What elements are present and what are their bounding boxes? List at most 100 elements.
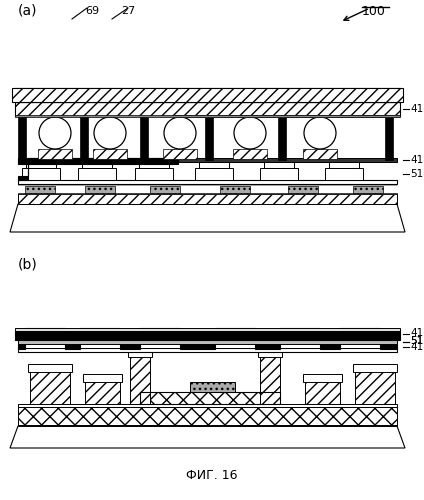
Bar xyxy=(260,354,280,404)
Bar xyxy=(12,88,403,102)
Bar xyxy=(30,368,70,404)
Bar xyxy=(18,184,397,186)
Bar xyxy=(329,162,359,168)
Bar xyxy=(175,115,400,118)
Bar xyxy=(85,186,115,192)
Text: 51a: 51a xyxy=(410,169,424,179)
Circle shape xyxy=(164,117,196,149)
Bar xyxy=(15,330,400,340)
Bar xyxy=(258,350,282,356)
Bar xyxy=(25,338,65,347)
Bar xyxy=(140,392,280,404)
Bar xyxy=(26,162,56,168)
Text: 100: 100 xyxy=(362,5,386,18)
Bar xyxy=(18,406,397,424)
Bar xyxy=(353,186,383,192)
Bar xyxy=(280,332,320,347)
Bar xyxy=(190,382,235,392)
Text: 51a: 51a xyxy=(410,336,424,346)
Bar xyxy=(340,338,380,347)
Text: 41c: 41c xyxy=(410,328,424,338)
Polygon shape xyxy=(18,158,175,180)
Text: 51: 51 xyxy=(410,336,423,346)
Polygon shape xyxy=(10,426,405,448)
Bar xyxy=(15,328,400,330)
Bar xyxy=(150,186,180,192)
Circle shape xyxy=(304,117,336,149)
Bar xyxy=(199,162,229,168)
Bar xyxy=(340,332,380,347)
Bar xyxy=(385,112,393,160)
Bar xyxy=(355,368,395,404)
Polygon shape xyxy=(10,204,405,232)
Text: (b): (b) xyxy=(18,257,38,271)
Bar xyxy=(284,332,316,338)
Circle shape xyxy=(234,117,266,149)
Bar xyxy=(78,168,116,180)
Text: (a): (a) xyxy=(18,4,37,18)
Circle shape xyxy=(39,117,71,149)
Bar xyxy=(233,149,267,159)
Bar xyxy=(18,180,397,184)
Bar xyxy=(264,162,294,168)
Bar xyxy=(80,338,120,347)
Circle shape xyxy=(94,117,126,149)
Bar xyxy=(130,354,150,404)
Bar xyxy=(29,332,61,338)
Bar xyxy=(135,168,173,180)
Bar xyxy=(18,202,397,204)
Bar xyxy=(18,112,26,160)
Bar xyxy=(260,168,298,180)
Bar xyxy=(84,332,116,338)
Text: 41a: 41a xyxy=(410,155,424,165)
Bar xyxy=(139,162,169,168)
Bar xyxy=(18,404,397,406)
Text: 41a: 41a xyxy=(410,342,424,351)
Bar xyxy=(85,378,120,404)
Bar xyxy=(128,350,152,356)
Bar xyxy=(140,338,180,347)
Bar xyxy=(163,149,197,159)
Bar xyxy=(303,374,342,382)
Bar xyxy=(28,364,72,372)
Bar xyxy=(140,112,148,160)
Bar xyxy=(205,112,213,160)
Bar xyxy=(15,115,400,117)
Bar xyxy=(18,192,397,194)
Bar xyxy=(278,112,286,160)
Bar xyxy=(219,332,251,338)
Bar xyxy=(303,149,337,159)
Bar xyxy=(325,168,363,180)
Bar xyxy=(15,88,400,102)
Bar xyxy=(80,112,88,160)
Text: 41c: 41c xyxy=(410,104,424,114)
Bar xyxy=(18,194,397,204)
Bar xyxy=(15,102,400,116)
Bar xyxy=(305,378,340,404)
Bar xyxy=(25,186,55,192)
Bar xyxy=(144,332,176,338)
Bar xyxy=(353,364,397,372)
Bar xyxy=(140,392,280,404)
Bar xyxy=(220,186,250,192)
Polygon shape xyxy=(18,328,397,348)
Bar xyxy=(82,162,112,168)
Bar xyxy=(83,374,122,382)
Text: 69: 69 xyxy=(85,6,99,16)
Bar xyxy=(140,332,180,347)
Bar xyxy=(18,424,397,426)
Bar xyxy=(80,332,120,347)
Bar xyxy=(93,149,127,159)
Bar xyxy=(18,348,397,352)
Bar xyxy=(38,149,72,159)
Bar xyxy=(195,168,233,180)
Bar xyxy=(18,158,178,164)
Bar xyxy=(280,338,320,347)
Bar xyxy=(215,338,255,347)
Bar xyxy=(22,168,60,180)
Text: ФИГ. 16: ФИГ. 16 xyxy=(186,469,238,482)
Bar xyxy=(18,340,397,344)
Bar xyxy=(215,332,255,347)
Bar xyxy=(288,186,318,192)
Bar xyxy=(344,332,376,338)
